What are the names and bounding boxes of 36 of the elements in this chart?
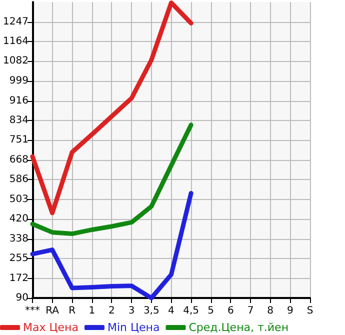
- y-tick-label: 503: [9, 194, 28, 205]
- x-tick-label: 2: [108, 306, 115, 316]
- y-tick-label: 90: [16, 292, 28, 304]
- x-tick-label: 3: [128, 306, 135, 316]
- y-tick-label: 668: [9, 154, 28, 166]
- line-series: [30, 122, 194, 236]
- y-tick-label: 586: [9, 174, 28, 186]
- x-tick-label: R: [68, 306, 76, 316]
- x-tick-label: ***: [24, 306, 40, 316]
- y-tick-label: 255: [9, 253, 28, 264]
- y-tick-label: 172: [9, 272, 28, 284]
- x-tick-label: 5: [208, 306, 214, 316]
- y-tick-label: 420: [9, 214, 28, 225]
- x-tick-label: 4,5: [183, 306, 200, 316]
- line-series: [30, 190, 194, 300]
- legend-label: Сред.Цена, т.йен: [188, 321, 289, 334]
- y-tick-label: 916: [9, 95, 28, 106]
- line-series: [30, 0, 194, 216]
- y-tick-label: 338: [9, 233, 28, 244]
- y-tick-label: 1247: [2, 16, 28, 28]
- x-tick-label: 4: [168, 306, 174, 316]
- y-tick-label: 1082: [2, 56, 28, 67]
- x-tick-label: 6: [228, 306, 234, 316]
- y-tick-label: 834: [9, 114, 28, 126]
- legend-label: Max Цена: [23, 321, 78, 334]
- y-tick-label: 999: [9, 76, 28, 87]
- x-tick-label: 9: [286, 306, 294, 316]
- x-tick-label: S: [306, 306, 314, 316]
- y-tick-label: 751: [9, 134, 28, 146]
- x-tick-label: 3,5: [143, 306, 160, 316]
- x-tick-label: 7: [247, 306, 254, 316]
- x-tick-label: 8: [267, 306, 274, 316]
- x-tick-label: RA: [46, 306, 60, 316]
- y-tick-label: 1164: [2, 36, 28, 48]
- x-tick-label: 1: [88, 306, 96, 316]
- legend-label: Min Цена: [107, 321, 160, 334]
